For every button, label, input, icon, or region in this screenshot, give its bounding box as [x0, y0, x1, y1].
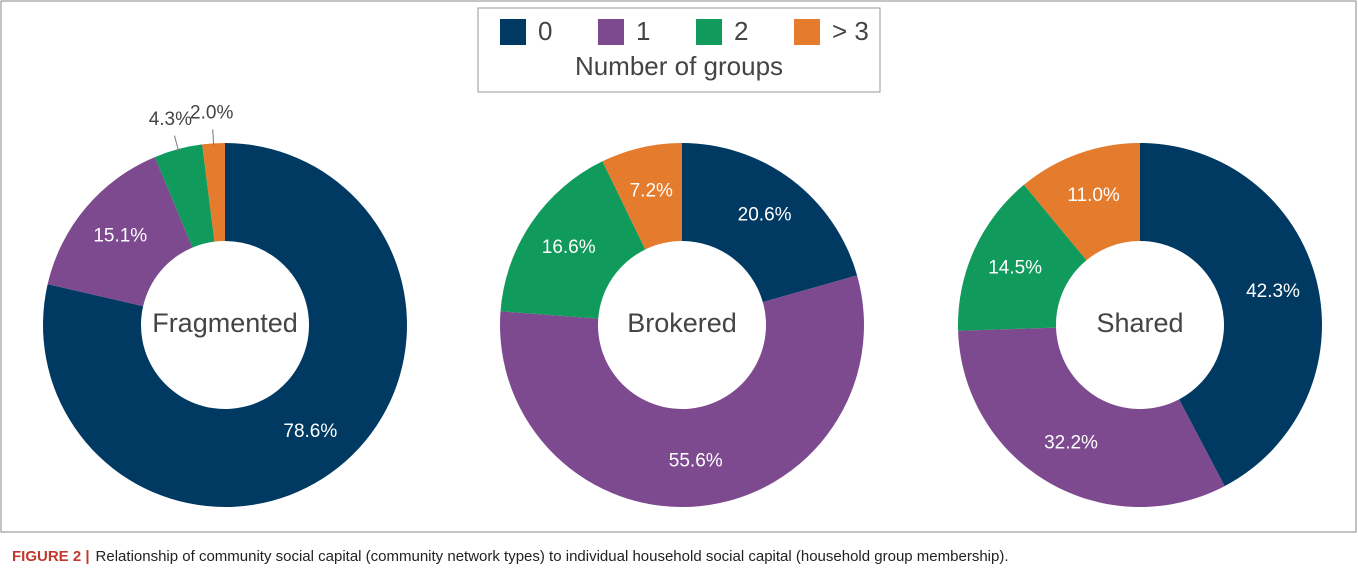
donut-segment	[1023, 143, 1140, 261]
leader-line	[212, 129, 215, 146]
data-label: 4.3%	[149, 109, 192, 130]
data-label: 15.1%	[93, 226, 147, 247]
donut-segment	[47, 157, 193, 307]
legend-label: 0	[538, 16, 552, 46]
caption-text: Relationship of community social capital…	[96, 548, 1009, 565]
data-label: 14.5%	[988, 258, 1042, 279]
donut-center-label: Fragmented	[152, 308, 298, 338]
legend-title: Number of groups	[575, 51, 783, 81]
frame	[0, 0, 1357, 533]
legend-label: 2	[734, 16, 748, 46]
legend-swatch	[696, 19, 722, 45]
data-label: 20.6%	[738, 205, 792, 226]
donut-center-label: Brokered	[627, 308, 737, 338]
donut-segment	[202, 143, 225, 242]
donut-center-label: Shared	[1096, 308, 1183, 338]
legend-swatch	[500, 19, 526, 45]
donut-segment	[602, 143, 682, 250]
data-label: 55.6%	[669, 450, 723, 471]
donut-segment	[958, 327, 1225, 507]
donut-segment	[1140, 143, 1323, 487]
donut-segment	[500, 275, 865, 508]
data-label: 32.2%	[1044, 432, 1098, 453]
caption-label: FIGURE 2 |	[12, 548, 90, 565]
legend-label: 1	[636, 16, 650, 46]
data-label: 7.2%	[630, 181, 673, 202]
legend-swatch	[794, 19, 820, 45]
donut-segment	[42, 143, 407, 508]
data-label: 2.0%	[190, 102, 233, 123]
data-label: 42.3%	[1246, 281, 1300, 302]
donut-segment	[682, 143, 858, 303]
leader-line	[173, 135, 180, 152]
legend-label: > 3	[832, 16, 869, 46]
legend-swatch	[598, 19, 624, 45]
donut-segment	[957, 184, 1087, 331]
caption: FIGURE 2 | Relationship of community soci…	[12, 548, 1009, 565]
donut-segment	[500, 161, 646, 319]
donut-segment	[154, 144, 215, 248]
data-label: 11.0%	[1067, 185, 1120, 206]
data-label: 78.6%	[283, 421, 337, 442]
data-label: 16.6%	[542, 237, 596, 258]
